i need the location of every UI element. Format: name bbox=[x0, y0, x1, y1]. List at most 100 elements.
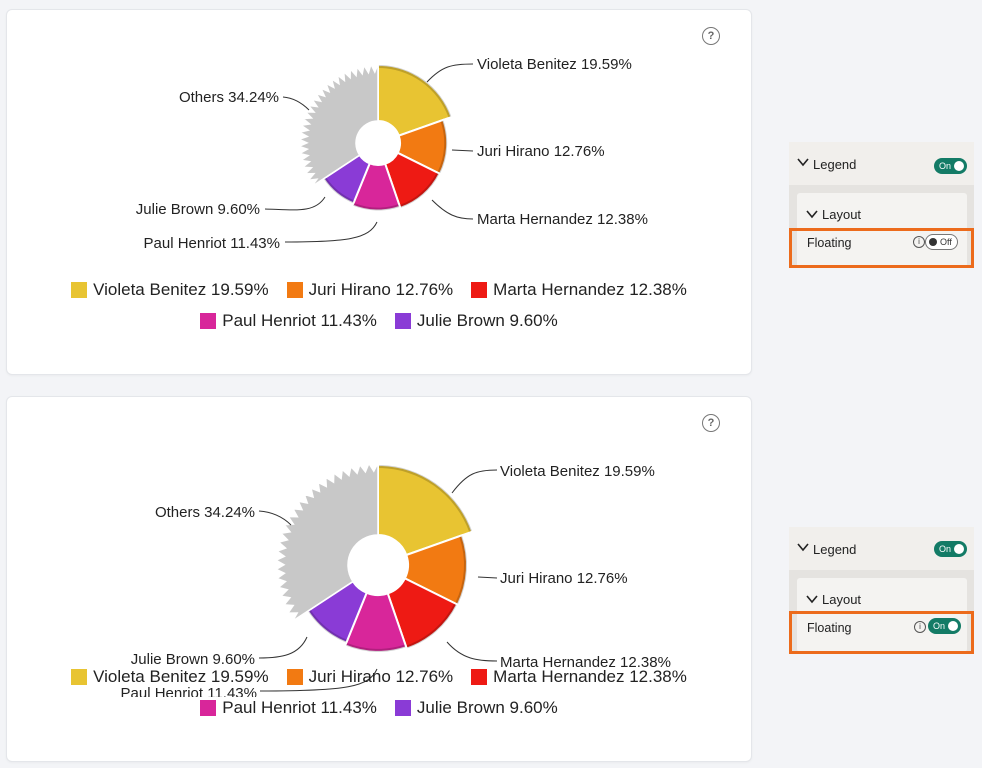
data-label: Marta Hernandez 12.38% bbox=[477, 211, 648, 228]
slice-rim bbox=[323, 177, 354, 204]
legend-label: Juri Hirano 12.76% bbox=[308, 667, 454, 686]
leader-line bbox=[282, 96, 310, 111]
slice-others[interactable] bbox=[274, 461, 379, 622]
toggle-knob bbox=[929, 238, 937, 246]
help-icon[interactable]: ? bbox=[702, 414, 720, 432]
data-label: Julie Brown 9.60% bbox=[131, 651, 255, 668]
floating-row: Floating i Off bbox=[797, 227, 967, 267]
leader-line bbox=[258, 510, 292, 526]
slice-violeta-benitez[interactable] bbox=[377, 63, 453, 137]
legend-swatch bbox=[471, 669, 488, 685]
layout-subsection-header[interactable]: Layout bbox=[797, 193, 967, 225]
legend-item[interactable]: Paul Henriot 11.43% bbox=[200, 311, 377, 331]
toggle-knob bbox=[954, 161, 964, 171]
donut-chart: Violeta Benitez 19.59% Juri Hirano 12.76%… bbox=[136, 56, 648, 252]
donut-chart: Violeta Benitez 19.59% Juri Hirano 12.76%… bbox=[121, 461, 671, 697]
chevron-down-icon bbox=[797, 543, 809, 552]
floating-label: Floating bbox=[807, 236, 852, 250]
chart-visual-card-floating: ? Violeta Benitez 19.59% Juri Hirano 12.7… bbox=[6, 396, 752, 762]
slice-violeta-benitez[interactable] bbox=[377, 463, 474, 557]
slice-rim bbox=[437, 120, 448, 174]
toggle-text: On bbox=[939, 161, 952, 171]
floating-row: Floating i On bbox=[797, 612, 967, 652]
legend-label: Julie Brown 9.60% bbox=[416, 698, 558, 717]
legend-label: Marta Hernandez 12.38% bbox=[493, 667, 687, 686]
legend-section-label: Legend bbox=[813, 157, 857, 172]
leader-line bbox=[477, 576, 498, 579]
legend-row-1: Violeta Benitez 19.59% Juri Hirano 12.76… bbox=[7, 667, 751, 687]
slice-paul-henriot[interactable] bbox=[351, 162, 402, 212]
legend-row-2: Paul Henriot 11.43% Julie Brown 9.60% bbox=[7, 698, 751, 718]
layout-label: Layout bbox=[822, 592, 862, 607]
legend-label: Violeta Benitez 19.59% bbox=[93, 280, 269, 299]
toggle-knob bbox=[954, 544, 964, 554]
leader-line bbox=[284, 221, 378, 243]
slice-marta-hernandez[interactable] bbox=[386, 577, 459, 650]
legend-label: Juri Hirano 12.76% bbox=[308, 280, 454, 299]
leader-line bbox=[259, 668, 378, 692]
chevron-down-icon bbox=[797, 158, 809, 167]
data-label: Others 34.24% bbox=[179, 89, 279, 106]
slice-rim bbox=[400, 172, 440, 208]
slice-rim bbox=[455, 536, 468, 604]
data-label: Violeta Benitez 19.59% bbox=[477, 56, 632, 73]
legend-item[interactable]: Juri Hirano 12.76% bbox=[286, 280, 454, 300]
legend-item[interactable]: Paul Henriot 11.43% bbox=[200, 698, 377, 718]
floating-toggle[interactable]: On bbox=[928, 618, 961, 634]
legend-swatch bbox=[286, 669, 303, 685]
floating-toggle[interactable]: Off bbox=[925, 234, 958, 250]
legend-row-1: Violeta Benitez 19.59% Juri Hirano 12.76… bbox=[7, 280, 751, 300]
data-label: Paul Henriot 11.43% bbox=[121, 685, 257, 697]
data-label: Others 34.24% bbox=[155, 504, 255, 521]
legend-swatch bbox=[71, 282, 88, 298]
legend-item[interactable]: Juri Hirano 12.76% bbox=[286, 667, 454, 687]
leader-line bbox=[431, 199, 474, 220]
legend-row-2: Paul Henriot 11.43% Julie Brown 9.60% bbox=[7, 311, 751, 331]
slice-rim bbox=[353, 202, 400, 211]
info-icon[interactable]: i bbox=[913, 236, 925, 248]
legend-swatch bbox=[71, 669, 88, 685]
legend-swatch bbox=[200, 700, 217, 716]
help-icon[interactable]: ? bbox=[702, 27, 720, 45]
info-icon[interactable]: i bbox=[914, 621, 926, 633]
slice-paul-henriot[interactable] bbox=[343, 591, 408, 653]
leader-line bbox=[446, 641, 498, 662]
data-label: Juri Hirano 12.76% bbox=[500, 570, 628, 587]
toggle-knob bbox=[948, 621, 958, 631]
toggle-text: On bbox=[933, 621, 946, 631]
legend-swatch bbox=[286, 282, 303, 298]
legend-item[interactable]: Violeta Benitez 19.59% bbox=[71, 667, 269, 687]
legend-label: Paul Henriot 11.43% bbox=[222, 311, 377, 330]
legend-section-header[interactable]: Legend On bbox=[789, 142, 974, 185]
toggle-text: Off bbox=[940, 237, 952, 247]
legend-item[interactable]: Julie Brown 9.60% bbox=[394, 698, 558, 718]
slice-others[interactable] bbox=[297, 62, 379, 187]
highlight-box bbox=[789, 611, 974, 654]
data-label: Marta Hernandez 12.38% bbox=[500, 654, 671, 671]
chevron-down-icon bbox=[806, 210, 818, 219]
legend-swatch bbox=[471, 282, 488, 298]
toggle-text: On bbox=[939, 544, 952, 554]
data-label: Paul Henriot 11.43% bbox=[144, 235, 280, 252]
slice-rim bbox=[406, 603, 457, 649]
legend-toggle[interactable]: On bbox=[934, 158, 967, 174]
legend-toggle[interactable]: On bbox=[934, 541, 967, 557]
legend-item[interactable]: Marta Hernandez 12.38% bbox=[471, 667, 687, 687]
legend-section-header[interactable]: Legend On bbox=[789, 527, 974, 570]
data-label: Juri Hirano 12.76% bbox=[477, 143, 605, 160]
leader-line bbox=[264, 196, 326, 211]
legend-label: Julie Brown 9.60% bbox=[416, 311, 558, 330]
leader-line bbox=[258, 636, 308, 659]
legend-item[interactable]: Marta Hernandez 12.38% bbox=[471, 280, 687, 300]
legend-swatch bbox=[200, 313, 217, 329]
legend-label: Violeta Benitez 19.59% bbox=[93, 667, 269, 686]
slice-marta-hernandez[interactable] bbox=[383, 151, 441, 210]
leader-line bbox=[451, 469, 498, 494]
leader-line bbox=[451, 149, 474, 152]
legend-item[interactable]: Julie Brown 9.60% bbox=[394, 311, 558, 331]
chart-visual-card: ? Violeta Benitez 19.59% Juri Hirano 12.7… bbox=[6, 9, 752, 375]
legend-label: Paul Henriot 11.43% bbox=[222, 698, 377, 717]
layout-subsection-header[interactable]: Layout bbox=[797, 578, 967, 610]
slice-rim bbox=[308, 610, 347, 643]
legend-item[interactable]: Violeta Benitez 19.59% bbox=[71, 280, 269, 300]
